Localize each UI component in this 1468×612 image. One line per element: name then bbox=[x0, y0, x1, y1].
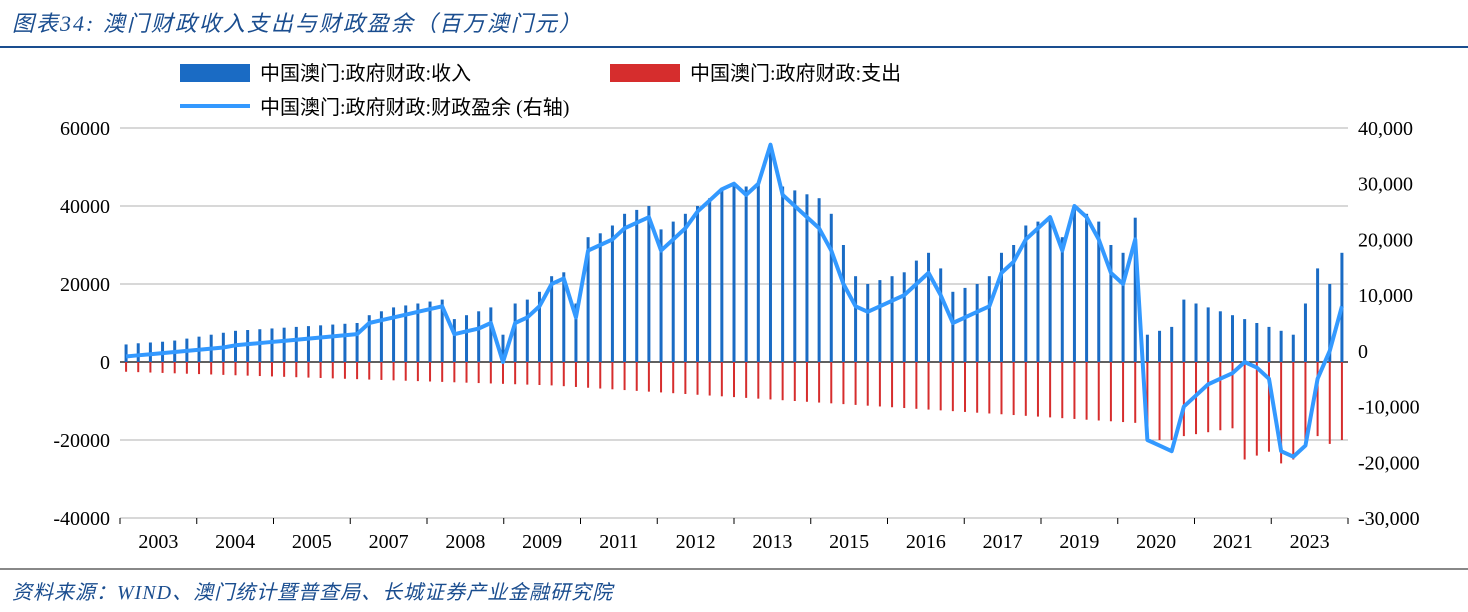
svg-text:中国澳门:政府财政:财政盈余 (右轴): 中国澳门:政府财政:财政盈余 (右轴) bbox=[260, 96, 569, 119]
svg-text:2023: 2023 bbox=[1290, 531, 1330, 553]
svg-text:2003: 2003 bbox=[138, 531, 178, 553]
svg-text:2009: 2009 bbox=[522, 531, 562, 553]
svg-text:中国澳门:政府财政:支出: 中国澳门:政府财政:支出 bbox=[690, 62, 901, 85]
svg-text:20000: 20000 bbox=[60, 274, 110, 296]
svg-text:2016: 2016 bbox=[906, 531, 946, 553]
chart-area: -40000 -20000 0 20000 40000 60000 -30,000 -20,0… bbox=[0, 48, 1468, 568]
svg-text:2017: 2017 bbox=[983, 531, 1023, 553]
title-bar: 图表34: 澳门财政收入支出与财政盈余（百万澳门元） bbox=[0, 0, 1468, 48]
svg-text:40000: 40000 bbox=[60, 196, 110, 218]
svg-text:2012: 2012 bbox=[676, 531, 716, 553]
svg-text:30,000: 30,000 bbox=[1358, 174, 1413, 196]
svg-text:0: 0 bbox=[1358, 341, 1368, 363]
svg-text:2004: 2004 bbox=[215, 531, 255, 553]
chart-title: 图表34: 澳门财政收入支出与财政盈余（百万澳门元） bbox=[12, 11, 583, 36]
svg-text:2011: 2011 bbox=[599, 531, 638, 553]
svg-text:2015: 2015 bbox=[829, 531, 869, 553]
svg-text:-30,000: -30,000 bbox=[1358, 508, 1420, 530]
svg-text:10,000: 10,000 bbox=[1358, 285, 1413, 307]
source-text: 资料来源：WIND、澳门统计暨普查局、长城证券产业金融研究院 bbox=[12, 582, 613, 604]
svg-text:2013: 2013 bbox=[752, 531, 792, 553]
svg-text:20,000: 20,000 bbox=[1358, 229, 1413, 251]
svg-text:2019: 2019 bbox=[1059, 531, 1099, 553]
svg-text:40,000: 40,000 bbox=[1358, 118, 1413, 140]
svg-text:60000: 60000 bbox=[60, 118, 110, 140]
svg-text:-20,000: -20,000 bbox=[1358, 452, 1420, 474]
svg-text:2020: 2020 bbox=[1136, 531, 1176, 553]
svg-text:-10,000: -10,000 bbox=[1358, 397, 1420, 419]
svg-text:2007: 2007 bbox=[369, 531, 409, 553]
svg-text:2005: 2005 bbox=[292, 531, 332, 553]
source-bar: 资料来源：WIND、澳门统计暨普查局、长城证券产业金融研究院 bbox=[0, 568, 1468, 611]
svg-text:2008: 2008 bbox=[445, 531, 485, 553]
figure-container: 图表34: 澳门财政收入支出与财政盈余（百万澳门元） -40000 -20000 0… bbox=[0, 0, 1468, 612]
svg-text:-20000: -20000 bbox=[53, 430, 110, 452]
chart-svg: -40000 -20000 0 20000 40000 60000 -30,000 -20,0… bbox=[0, 48, 1468, 568]
svg-text:-40000: -40000 bbox=[53, 508, 110, 530]
svg-text:2021: 2021 bbox=[1213, 531, 1253, 553]
svg-text:0: 0 bbox=[100, 352, 110, 374]
svg-text:中国澳门:政府财政:收入: 中国澳门:政府财政:收入 bbox=[260, 62, 471, 85]
